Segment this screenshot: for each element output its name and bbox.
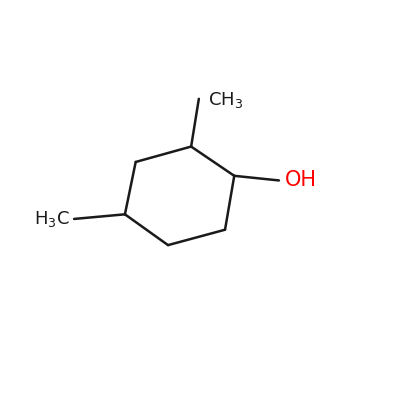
Text: CH$_3$: CH$_3$	[208, 90, 243, 110]
Text: OH: OH	[285, 170, 317, 190]
Text: H$_3$C: H$_3$C	[34, 209, 70, 229]
